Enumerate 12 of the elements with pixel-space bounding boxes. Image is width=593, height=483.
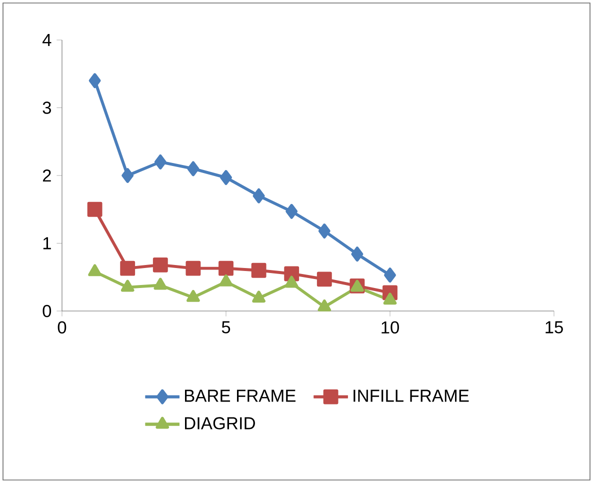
x-tick-label: 15 — [546, 321, 563, 334]
y-tick-label: 3 — [42, 102, 51, 114]
legend-label: BARE FRAME — [184, 390, 296, 402]
y-tick-label: 2 — [42, 169, 51, 182]
x-tick-label: 0 — [58, 321, 66, 334]
x-tick-label: 10 — [382, 321, 399, 334]
y-tick-label: 0 — [42, 304, 52, 318]
legend-label: INFILL FRAME — [354, 390, 469, 402]
y-tick-label: 1 — [43, 237, 51, 250]
legend-label: DIAGRID — [184, 417, 255, 430]
y-tick-label: 4 — [42, 34, 52, 46]
x-tick-label: 5 — [222, 321, 230, 334]
